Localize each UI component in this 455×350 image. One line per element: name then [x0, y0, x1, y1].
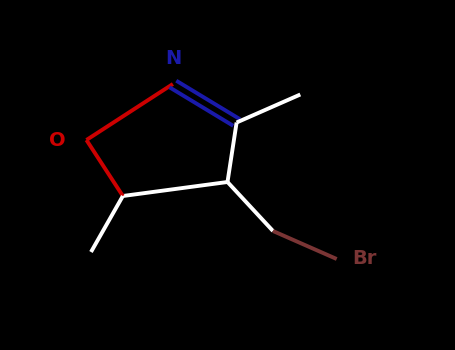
Text: N: N — [165, 49, 181, 68]
Text: O: O — [49, 131, 66, 149]
Text: Br: Br — [353, 250, 377, 268]
